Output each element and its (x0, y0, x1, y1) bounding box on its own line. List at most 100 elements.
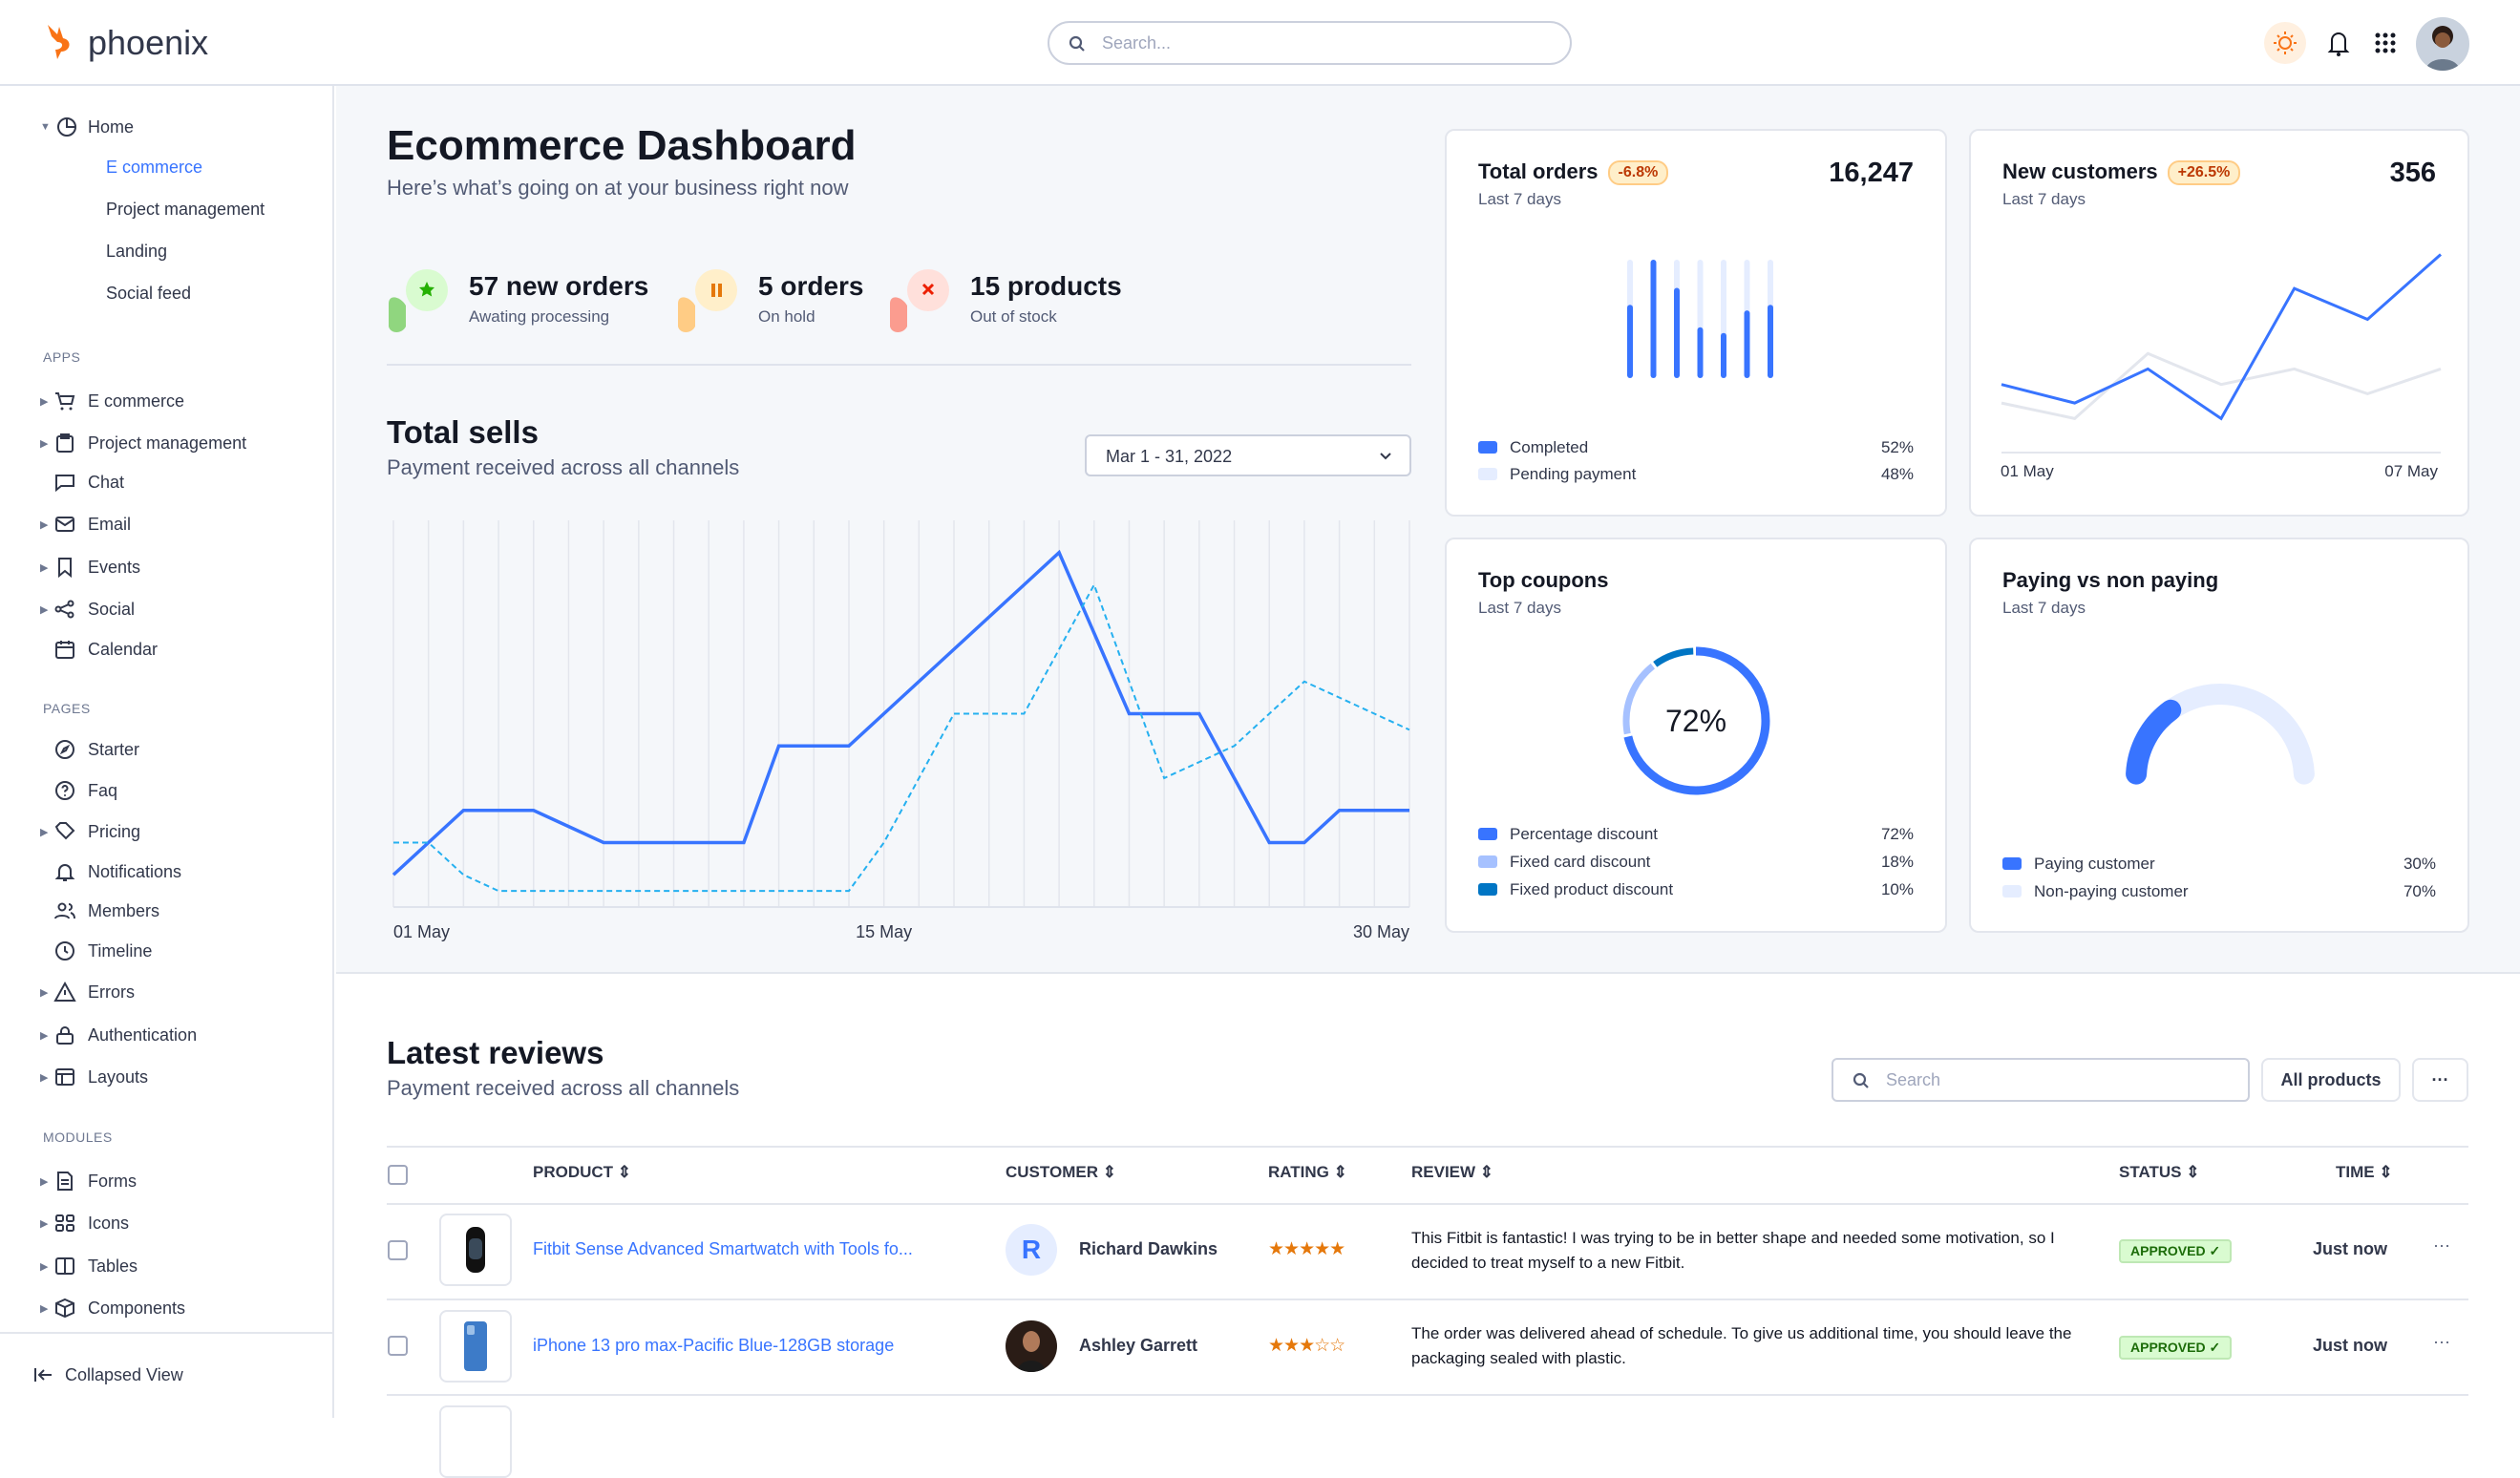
card-subtitle: Last 7 days (1478, 599, 1561, 618)
legend-value: 10% (1881, 880, 1914, 899)
table-divider (387, 1394, 2468, 1396)
legend-label: Non-paying customer (2034, 882, 2189, 901)
row-checkbox[interactable] (388, 1336, 408, 1356)
column-header-product[interactable]: PRODUCT ⇕ (533, 1163, 631, 1182)
column-header-review[interactable]: REVIEW ⇕ (1411, 1163, 1493, 1182)
column-header-status[interactable]: STATUS ⇕ (2119, 1163, 2199, 1182)
sidebar-item-notifications[interactable]: Notifications (0, 855, 332, 889)
top-coupons-card: Top coupons Last 7 days 72% Percentage d… (1445, 538, 1947, 933)
select-all-checkbox[interactable] (388, 1165, 408, 1185)
customer-avatar[interactable]: R (1006, 1224, 1057, 1276)
total-sells-title: Total sells (387, 414, 539, 451)
lock-icon (53, 1024, 76, 1046)
date-range-select[interactable]: Mar 1 - 31, 2022 (1085, 434, 1411, 476)
sidebar-item-events[interactable]: ▶Events (0, 550, 332, 584)
sidebar-item-label: Events (88, 558, 140, 578)
total-orders-value: 16,247 (1829, 158, 1914, 189)
rating-stars: ★★★☆☆ (1268, 1335, 1345, 1357)
product-link[interactable]: iPhone 13 pro max-Pacific Blue-128GB sto… (533, 1336, 894, 1356)
sidebar-item-email[interactable]: ▶Email (0, 507, 332, 541)
column-header-time[interactable]: TIME ⇕ (2336, 1163, 2393, 1182)
apps-grid-icon[interactable] (2374, 32, 2397, 54)
sidebar-item-project-management[interactable]: ▶Project management (0, 426, 332, 460)
bell-icon[interactable] (2327, 29, 2350, 57)
reviews-subtitle: Payment received across all channels (387, 1076, 739, 1101)
card-title-row: Total orders-6.8% (1478, 159, 1668, 185)
all-products-button[interactable]: All products (2261, 1058, 2401, 1102)
column-header-customer[interactable]: CUSTOMER ⇕ (1006, 1163, 1116, 1182)
sidebar-item-components[interactable]: ▶Components (0, 1291, 332, 1325)
row-actions-button[interactable]: ··· (2433, 1332, 2450, 1352)
change-badge: -6.8% (1608, 160, 1669, 185)
caret-down-icon: ▼ (40, 121, 51, 133)
stat-title: 15 products (970, 271, 1122, 302)
card-title: Paying vs non paying (2002, 568, 2218, 593)
sidebar-item-chat[interactable]: Chat (0, 465, 332, 499)
bookmark-icon (53, 556, 76, 579)
sidebar-item-layouts[interactable]: ▶Layouts (0, 1060, 332, 1094)
sidebar-item-timeline[interactable]: Timeline (0, 934, 332, 968)
sidebar-item-label: Notifications (88, 862, 181, 882)
card-title: Top coupons (1478, 568, 1608, 593)
sidebar-item-starter[interactable]: Starter (0, 732, 332, 767)
sidebar-subitem-project-management[interactable]: Project management (106, 200, 265, 220)
layout-icon (53, 1066, 76, 1088)
card-title: New customers (2002, 159, 2158, 183)
customer-avatar[interactable] (1006, 1320, 1057, 1372)
stat-2: 15 products Out of stock (888, 267, 1175, 336)
theme-toggle-button[interactable] (2264, 22, 2306, 64)
sidebar-item-faq[interactable]: Faq (0, 773, 332, 808)
sidebar-subitem-ecommerce[interactable]: E commerce (106, 158, 202, 178)
product-thumbnail[interactable] (439, 1405, 512, 1478)
section-divider (387, 364, 1411, 366)
sidebar-item-e-commerce[interactable]: ▶E commerce (0, 384, 332, 418)
collapse-label: Collapsed View (65, 1365, 183, 1385)
collapse-sidebar-button[interactable]: Collapsed View (0, 1358, 332, 1392)
legend-swatch (1478, 883, 1497, 896)
customer-name[interactable]: Ashley Garrett (1079, 1336, 1197, 1356)
legend-value: 52% (1881, 438, 1914, 457)
caret-right-icon: ▶ (40, 1260, 48, 1273)
sidebar-section-apps: APPS (43, 349, 80, 365)
sidebar-item-home[interactable]: ▼ Home (0, 110, 332, 144)
legend-value: 48% (1881, 465, 1914, 484)
package-icon (53, 1297, 76, 1320)
caret-right-icon: ▶ (40, 1029, 48, 1042)
sidebar-section-pages: PAGES (43, 701, 91, 716)
reviews-search-input[interactable]: Search (1832, 1058, 2250, 1102)
customer-name[interactable]: Richard Dawkins (1079, 1239, 1218, 1259)
sidebar-item-tables[interactable]: ▶Tables (0, 1249, 332, 1283)
smartwatch-image (441, 1215, 510, 1284)
sidebar-item-errors[interactable]: ▶Errors (0, 975, 332, 1009)
user-avatar[interactable] (2416, 17, 2469, 71)
legend-swatch (1478, 468, 1497, 480)
x-tick-label: 01 May (393, 922, 450, 941)
sidebar-item-icons[interactable]: ▶Icons (0, 1206, 332, 1240)
x-tick-label: 01 May (2001, 462, 2054, 481)
page-subtitle: Here’s what’s going on at your business … (387, 176, 848, 201)
product-thumbnail[interactable] (439, 1214, 512, 1286)
avatar-image (2416, 17, 2469, 71)
sidebar-item-authentication[interactable]: ▶Authentication (0, 1018, 332, 1052)
product-thumbnail[interactable] (439, 1310, 512, 1383)
help-icon (53, 779, 76, 802)
more-options-button[interactable]: ··· (2412, 1058, 2468, 1102)
sidebar-item-members[interactable]: Members (0, 894, 332, 928)
search-icon (1069, 35, 1086, 53)
column-header-rating[interactable]: RATING ⇕ (1268, 1163, 1347, 1182)
legend-label: Completed (1510, 438, 1588, 457)
row-checkbox[interactable] (388, 1240, 408, 1260)
sidebar-subitem-social-feed[interactable]: Social feed (106, 284, 191, 304)
sidebar-item-forms[interactable]: ▶Forms (0, 1164, 332, 1198)
sidebar-item-social[interactable]: ▶Social (0, 592, 332, 626)
row-actions-button[interactable]: ··· (2433, 1235, 2450, 1256)
sidebar-item-label: Chat (88, 473, 124, 493)
global-search-input[interactable]: Search... (1048, 21, 1572, 65)
product-link[interactable]: Fitbit Sense Advanced Smartwatch with To… (533, 1239, 913, 1259)
sidebar-subitem-landing[interactable]: Landing (106, 242, 167, 262)
sidebar-item-pricing[interactable]: ▶Pricing (0, 814, 332, 849)
caret-right-icon: ▶ (40, 395, 48, 408)
sidebar-item-calendar[interactable]: Calendar (0, 632, 332, 666)
